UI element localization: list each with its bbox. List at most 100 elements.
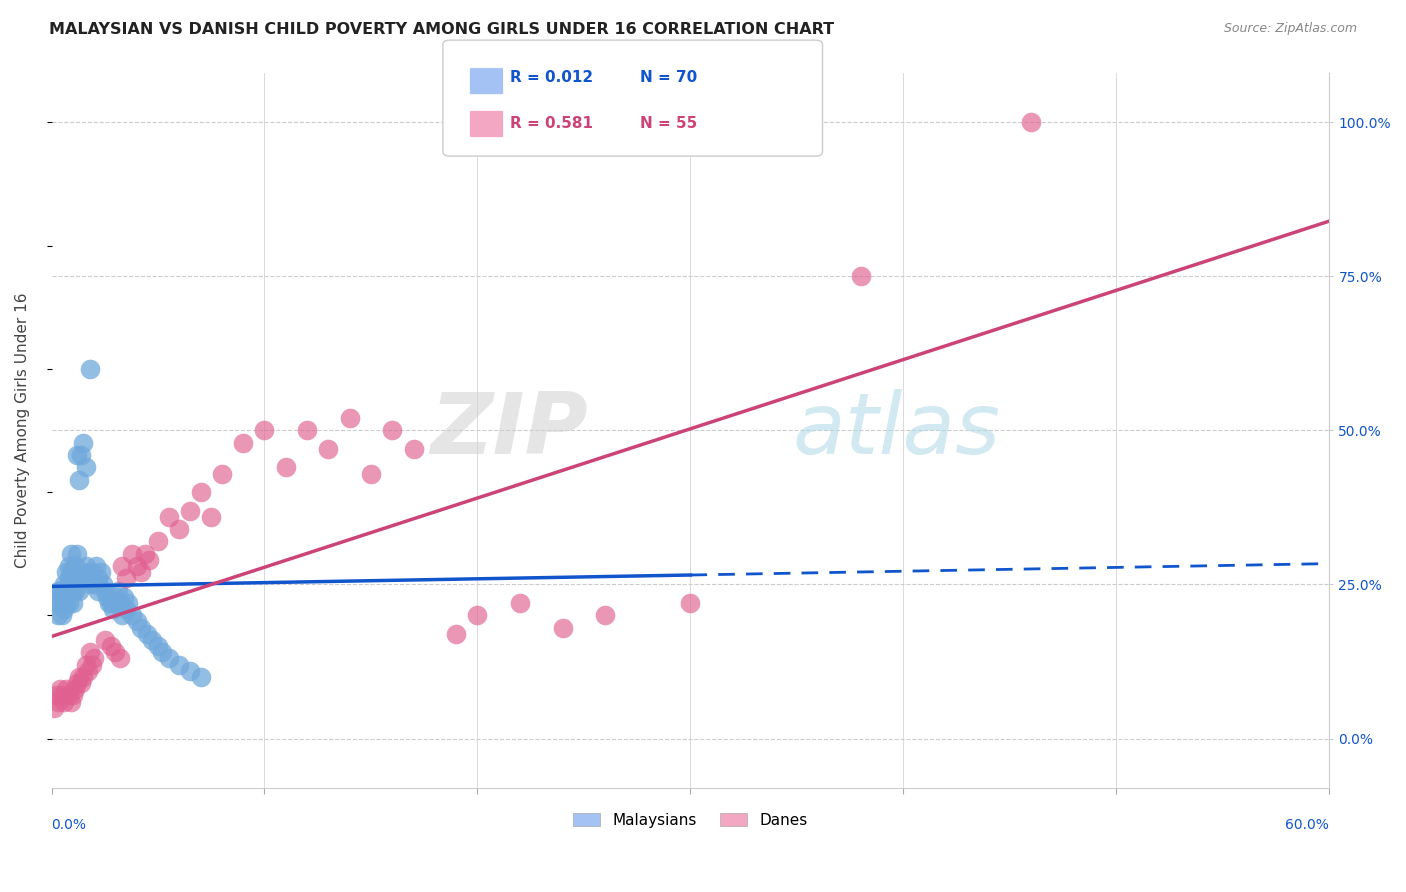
Point (169, 522, 191, 536)
Point (108, 596, 131, 610)
Point (107, 583, 129, 598)
Point (76, 571, 98, 585)
Point (150, 645, 173, 659)
Point (232, 435, 254, 450)
Text: 0.0%: 0.0% (52, 818, 87, 832)
Point (55, 596, 77, 610)
Point (179, 503, 201, 517)
Y-axis label: Child Poverty Among Girls Under 16: Child Poverty Among Girls Under 16 (15, 293, 30, 568)
Point (46, 695, 69, 709)
Point (444, 627, 467, 641)
Point (46, 583, 69, 598)
Point (129, 565, 152, 579)
Point (89, 565, 111, 579)
Point (55, 565, 77, 579)
Point (679, 596, 702, 610)
Point (70, 448, 93, 462)
Point (274, 460, 297, 475)
Point (117, 596, 139, 610)
Point (84, 559, 107, 574)
Text: N = 55: N = 55 (640, 116, 697, 130)
Point (58, 596, 80, 610)
Point (318, 442, 340, 456)
Point (45, 689, 67, 703)
Point (49, 583, 72, 598)
Point (339, 411, 361, 425)
Point (45, 596, 67, 610)
Text: R = 0.581: R = 0.581 (510, 116, 593, 130)
Point (381, 424, 404, 438)
Text: 60.0%: 60.0% (1285, 818, 1329, 832)
Legend: Malaysians, Danes: Malaysians, Danes (567, 806, 814, 834)
Point (58, 583, 80, 598)
Point (211, 467, 233, 481)
Point (157, 651, 180, 665)
Text: R = 0.012: R = 0.012 (510, 70, 593, 85)
Point (76, 664, 98, 678)
Point (67, 473, 90, 487)
Point (91, 577, 114, 591)
Point (67, 670, 90, 684)
Point (42, 700, 65, 714)
Point (59, 547, 82, 561)
Point (51, 596, 73, 610)
Point (112, 590, 135, 604)
Point (94, 583, 117, 598)
Point (1019, 115, 1042, 129)
Point (121, 608, 143, 623)
Point (136, 627, 159, 641)
Point (125, 615, 148, 629)
Point (169, 657, 191, 672)
Point (72, 670, 94, 684)
Point (79, 645, 101, 659)
Point (58, 689, 80, 703)
Point (295, 424, 318, 438)
Point (98, 596, 121, 610)
Point (79, 361, 101, 376)
Point (360, 467, 382, 481)
Point (55, 583, 77, 598)
Point (253, 424, 276, 438)
Point (96, 590, 118, 604)
Point (593, 608, 616, 623)
Point (146, 639, 169, 653)
Point (134, 547, 156, 561)
Point (125, 559, 148, 574)
Point (75, 559, 97, 574)
Text: atlas: atlas (793, 389, 1001, 472)
Point (72, 565, 94, 579)
Text: MALAYSIAN VS DANISH CHILD POVERTY AMONG GIRLS UNDER 16 CORRELATION CHART: MALAYSIAN VS DANISH CHILD POVERTY AMONG … (49, 22, 834, 37)
Point (62, 689, 84, 703)
Point (83, 577, 105, 591)
Point (87, 583, 110, 598)
Point (103, 602, 125, 616)
Point (62, 596, 84, 610)
Point (402, 442, 425, 456)
Point (94, 632, 117, 647)
Point (115, 571, 138, 585)
Point (79, 577, 101, 591)
Point (51, 689, 73, 703)
Point (67, 583, 90, 598)
Point (83, 651, 105, 665)
Point (46, 608, 69, 623)
Point (70, 676, 93, 690)
Point (87, 571, 110, 585)
Point (111, 608, 134, 623)
Point (509, 596, 531, 610)
Point (58, 571, 80, 585)
Point (53, 695, 76, 709)
Point (121, 547, 143, 561)
Point (100, 639, 122, 653)
Point (190, 670, 212, 684)
Point (63, 571, 86, 585)
Point (190, 485, 212, 500)
Point (66, 547, 89, 561)
Point (115, 602, 138, 616)
Point (49, 682, 72, 697)
Point (70, 571, 93, 585)
Point (80, 657, 103, 672)
Point (53, 577, 76, 591)
Point (179, 664, 201, 678)
Point (59, 583, 82, 598)
